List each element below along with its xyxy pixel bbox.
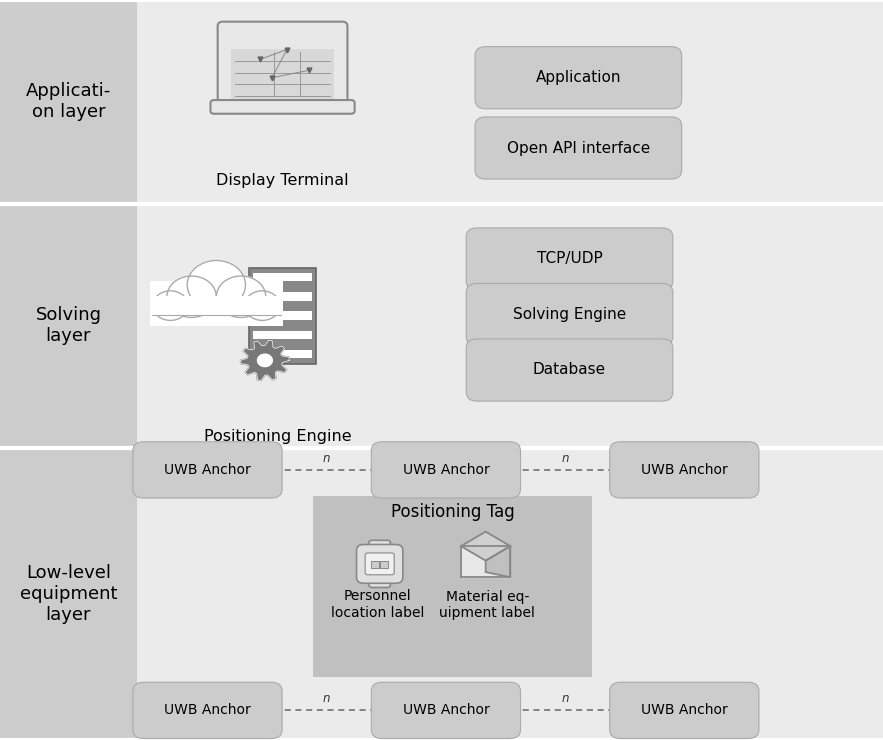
- Text: n: n: [562, 692, 569, 705]
- FancyBboxPatch shape: [466, 339, 673, 401]
- Text: n: n: [323, 451, 330, 465]
- FancyBboxPatch shape: [152, 296, 281, 314]
- FancyBboxPatch shape: [369, 574, 390, 588]
- Text: Positioning Engine: Positioning Engine: [204, 429, 352, 444]
- FancyBboxPatch shape: [137, 448, 883, 740]
- Text: TCP/UDP: TCP/UDP: [537, 252, 602, 266]
- FancyBboxPatch shape: [231, 50, 334, 99]
- FancyBboxPatch shape: [0, 0, 137, 204]
- FancyBboxPatch shape: [253, 331, 313, 339]
- Text: UWB Anchor: UWB Anchor: [164, 463, 251, 477]
- FancyBboxPatch shape: [253, 350, 313, 358]
- Text: UWB Anchor: UWB Anchor: [403, 704, 489, 717]
- FancyBboxPatch shape: [253, 273, 313, 281]
- FancyBboxPatch shape: [366, 553, 394, 575]
- Text: Applicati-
on layer: Applicati- on layer: [26, 82, 111, 121]
- Text: Personnel
location label: Personnel location label: [331, 590, 425, 619]
- Text: n: n: [323, 692, 330, 705]
- FancyBboxPatch shape: [218, 21, 348, 108]
- Text: Application: Application: [536, 70, 621, 85]
- Circle shape: [187, 260, 245, 309]
- Text: UWB Anchor: UWB Anchor: [641, 704, 728, 717]
- FancyBboxPatch shape: [313, 496, 592, 677]
- FancyBboxPatch shape: [372, 562, 379, 568]
- Polygon shape: [486, 546, 510, 577]
- FancyBboxPatch shape: [357, 545, 403, 583]
- FancyBboxPatch shape: [371, 442, 520, 498]
- FancyBboxPatch shape: [475, 117, 682, 179]
- FancyBboxPatch shape: [609, 682, 759, 739]
- FancyBboxPatch shape: [466, 283, 673, 346]
- FancyBboxPatch shape: [475, 47, 682, 109]
- FancyBboxPatch shape: [132, 442, 283, 498]
- Text: Open API interface: Open API interface: [507, 141, 650, 155]
- Text: UWB Anchor: UWB Anchor: [641, 463, 728, 477]
- Text: UWB Anchor: UWB Anchor: [164, 704, 251, 717]
- FancyBboxPatch shape: [371, 682, 520, 739]
- Polygon shape: [258, 354, 272, 366]
- FancyBboxPatch shape: [466, 228, 673, 290]
- FancyBboxPatch shape: [0, 204, 137, 448]
- FancyBboxPatch shape: [253, 312, 313, 320]
- Text: Database: Database: [533, 363, 606, 377]
- FancyBboxPatch shape: [609, 442, 759, 498]
- Circle shape: [153, 291, 188, 320]
- Text: Display Terminal: Display Terminal: [216, 173, 349, 188]
- FancyBboxPatch shape: [250, 268, 316, 364]
- Text: Low-level
equipment
layer: Low-level equipment layer: [19, 564, 117, 624]
- FancyBboxPatch shape: [137, 204, 883, 448]
- FancyBboxPatch shape: [150, 281, 283, 326]
- Polygon shape: [461, 531, 510, 561]
- FancyBboxPatch shape: [137, 0, 883, 204]
- Polygon shape: [240, 340, 290, 380]
- Text: n: n: [562, 451, 569, 465]
- FancyBboxPatch shape: [210, 100, 355, 114]
- FancyBboxPatch shape: [132, 682, 283, 739]
- Text: Solving
layer: Solving layer: [35, 306, 102, 345]
- Circle shape: [245, 291, 280, 320]
- Circle shape: [216, 276, 266, 317]
- Circle shape: [167, 276, 216, 317]
- FancyBboxPatch shape: [0, 448, 137, 740]
- Polygon shape: [461, 546, 510, 577]
- Text: Solving Engine: Solving Engine: [513, 307, 626, 322]
- Text: Material eq-
uipment label: Material eq- uipment label: [440, 591, 535, 620]
- FancyBboxPatch shape: [369, 540, 390, 554]
- Text: Positioning Tag: Positioning Tag: [390, 503, 515, 521]
- Text: UWB Anchor: UWB Anchor: [403, 463, 489, 477]
- FancyBboxPatch shape: [253, 292, 313, 300]
- FancyBboxPatch shape: [381, 562, 388, 568]
